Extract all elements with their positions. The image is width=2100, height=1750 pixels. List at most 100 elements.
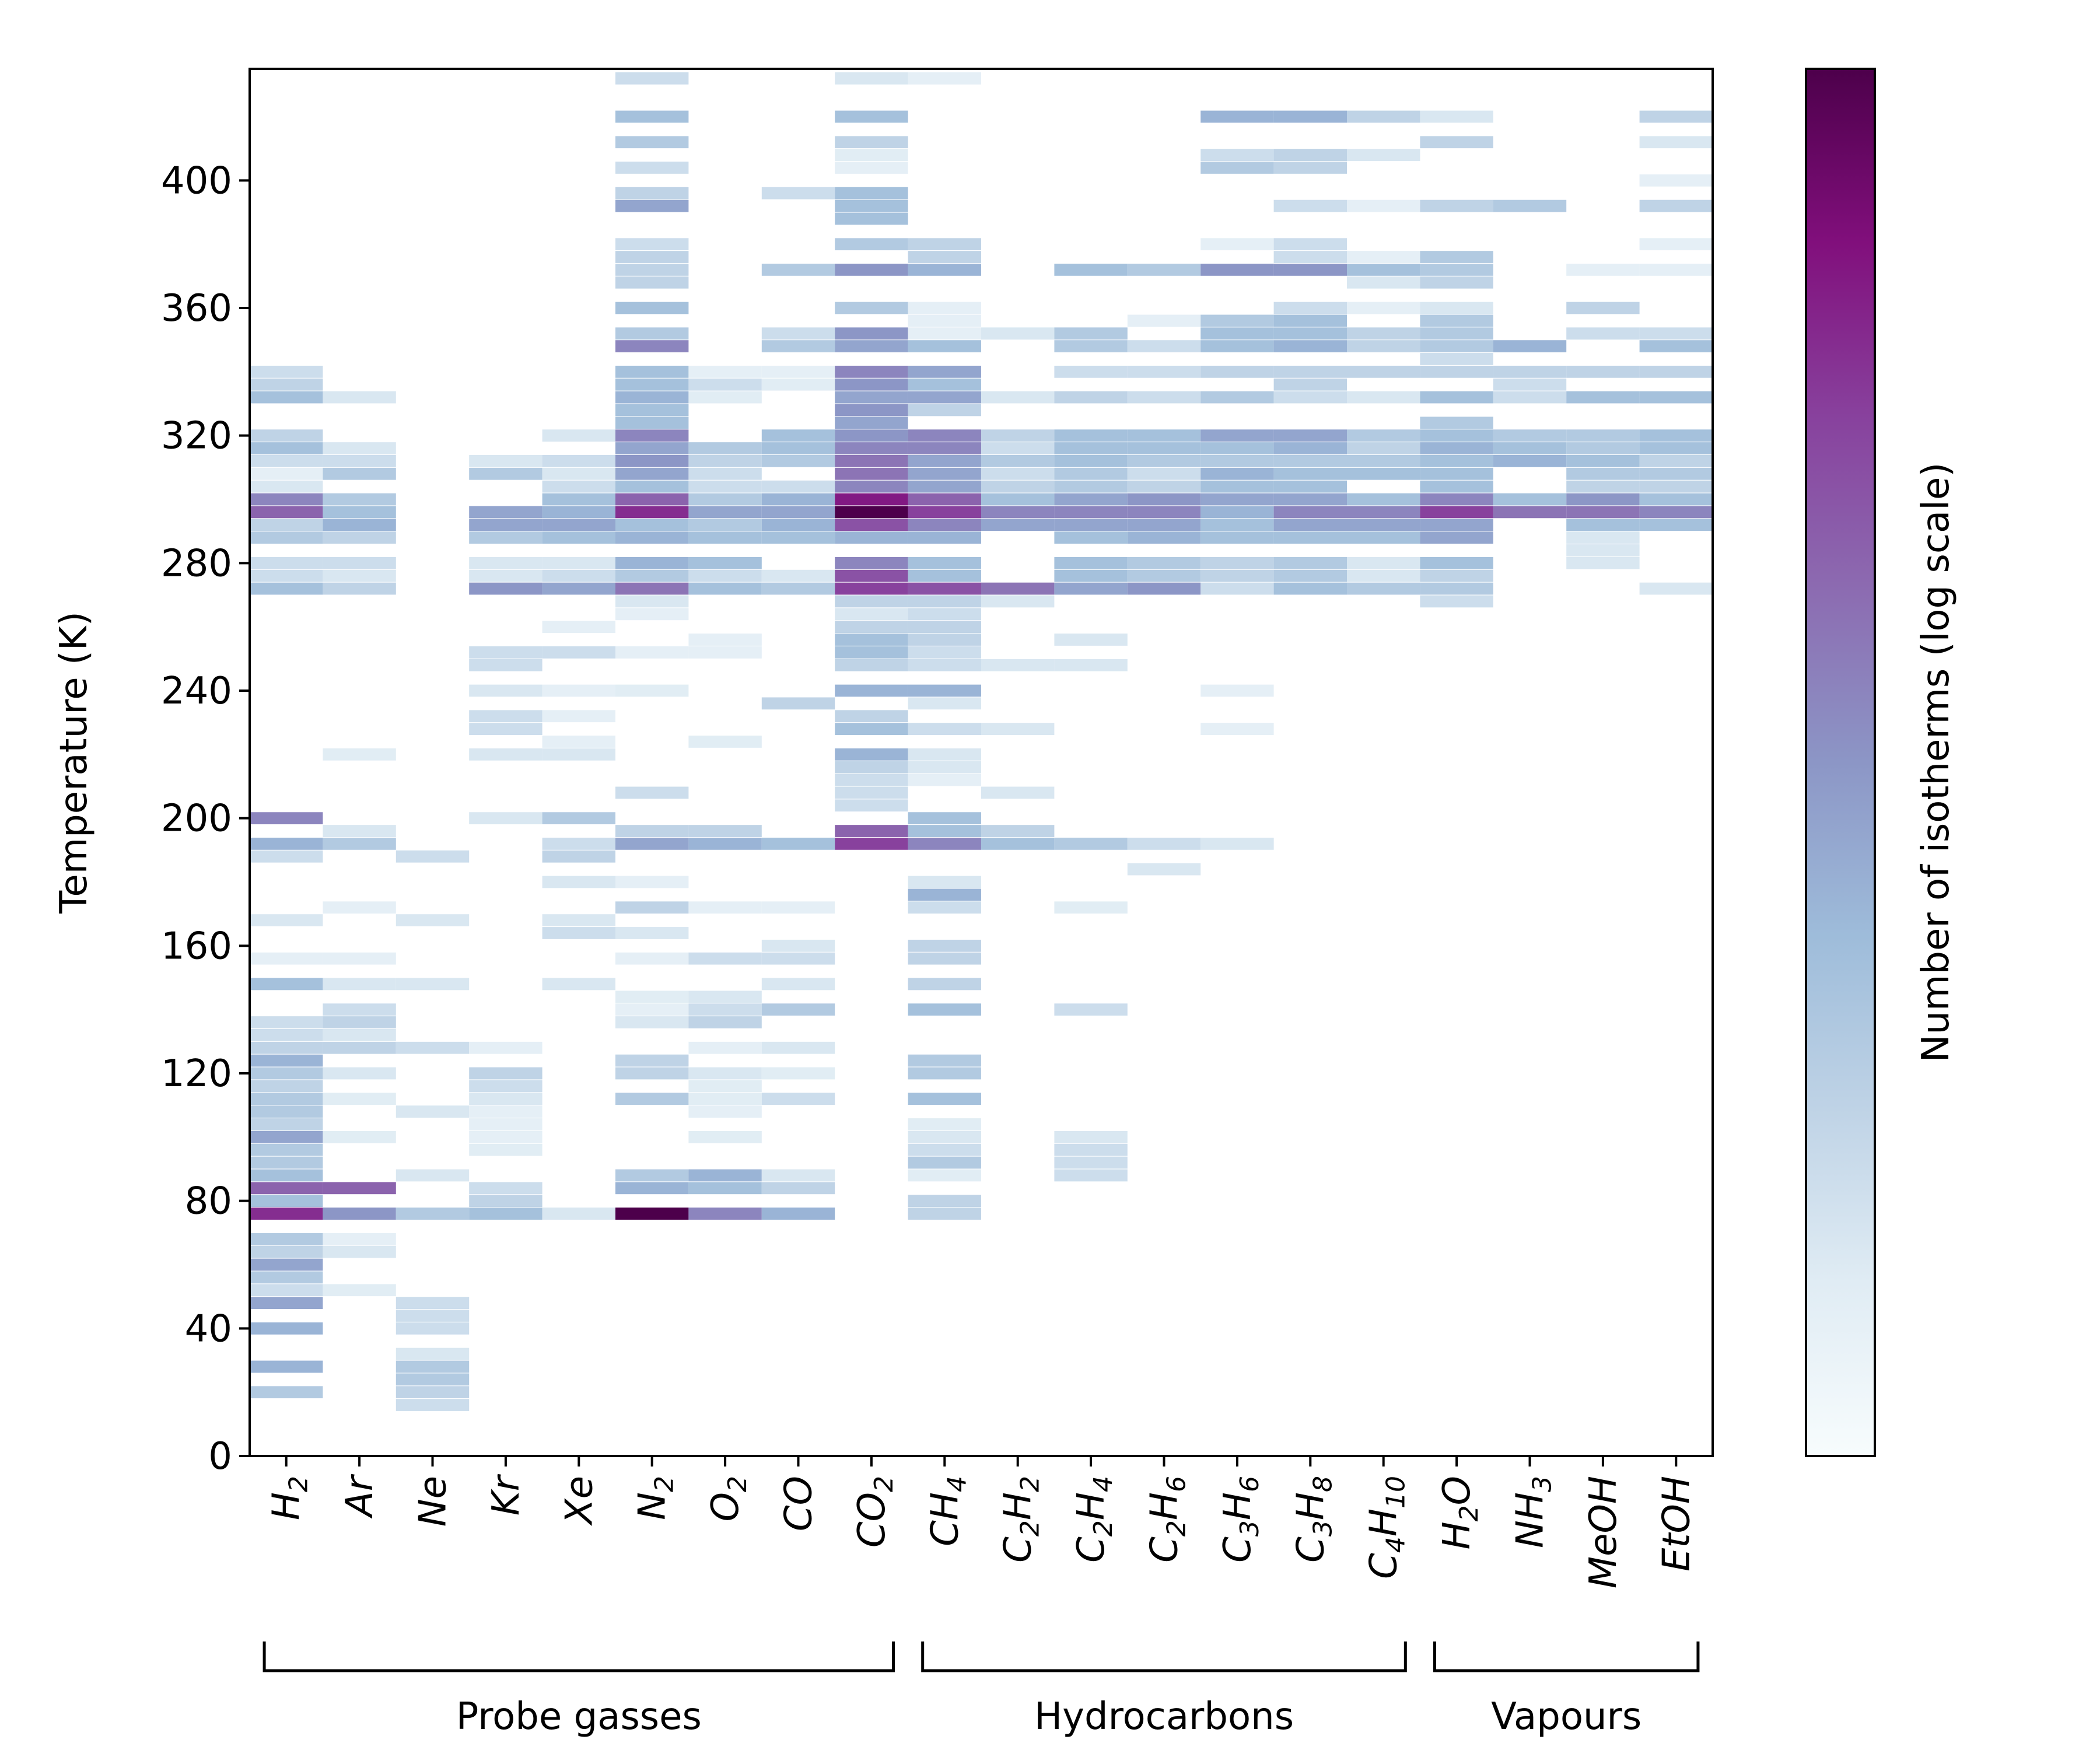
heatmap-cell — [396, 914, 470, 926]
heatmap-cell — [761, 838, 835, 850]
heatmap-cell — [688, 531, 762, 544]
heatmap-cell — [250, 1067, 323, 1080]
x-tick-label: H2 — [265, 1476, 314, 1520]
group-bracket — [1433, 1642, 1700, 1672]
heatmap-cell — [1273, 302, 1347, 314]
heatmap-cell — [323, 952, 396, 965]
heatmap-cell — [250, 1208, 323, 1220]
heatmap-cell — [1054, 1169, 1128, 1182]
heatmap-cell — [1347, 531, 1420, 544]
heatmap-cell — [1200, 264, 1274, 276]
heatmap-cell — [323, 582, 396, 595]
heatmap-cell — [469, 1080, 542, 1093]
y-tick-label: 360 — [161, 287, 232, 330]
heatmap-cell — [688, 493, 762, 506]
heatmap-cell — [835, 761, 908, 774]
heatmap-cell — [835, 531, 908, 544]
heatmap-cell — [835, 608, 908, 621]
heatmap-cell — [908, 378, 981, 391]
heatmap-cell — [835, 748, 908, 761]
heatmap-cell — [908, 748, 981, 761]
heatmap-cell — [542, 582, 615, 595]
heatmap-cell — [1347, 110, 1420, 123]
heatmap-cell — [908, 634, 981, 646]
heatmap-cell — [250, 1386, 323, 1399]
heatmap-cell — [835, 212, 908, 225]
heatmap-cell — [1639, 480, 1713, 493]
heatmap-cell — [908, 302, 981, 314]
heatmap-cell — [396, 1310, 470, 1322]
heatmap-cell — [250, 506, 323, 519]
heatmap-cell — [1347, 264, 1420, 276]
heatmap-cell — [1347, 391, 1420, 404]
heatmap-cell — [1420, 569, 1493, 582]
heatmap-cell — [908, 1143, 981, 1156]
heatmap-cell — [250, 1271, 323, 1284]
heatmap-cell — [761, 1067, 835, 1080]
heatmap-cell — [250, 952, 323, 965]
heatmap-cell — [835, 506, 908, 519]
heatmap-cell — [615, 1208, 689, 1220]
heatmap-cell — [688, 1208, 762, 1220]
heatmap-cell — [1200, 467, 1274, 480]
heatmap-cell — [615, 365, 689, 378]
heatmap-cell — [1200, 493, 1274, 506]
heatmap-cell — [908, 442, 981, 454]
heatmap-cell — [761, 340, 835, 352]
heatmap-cell — [1420, 302, 1493, 314]
heatmap-cell — [835, 162, 908, 174]
heatmap-cell — [396, 1348, 470, 1360]
heatmap-cell — [1127, 493, 1201, 506]
heatmap-cell — [1273, 455, 1347, 467]
heatmap-cell — [1493, 391, 1567, 404]
heatmap-cell — [250, 1195, 323, 1208]
heatmap-cell — [469, 467, 542, 480]
heatmap-cell — [469, 684, 542, 697]
heatmap-cell — [1639, 365, 1713, 378]
heatmap-cell — [469, 569, 542, 582]
heatmap-cell — [323, 838, 396, 850]
heatmap-cell — [1273, 467, 1347, 480]
heatmap-cell — [250, 365, 323, 378]
heatmap-cell — [250, 1258, 323, 1271]
heatmap-cell — [542, 850, 615, 863]
heatmap-cell — [981, 429, 1055, 442]
heatmap-cell — [1054, 1003, 1128, 1016]
heatmap-cell — [542, 493, 615, 506]
heatmap-cell — [761, 187, 835, 200]
heatmap-cell — [1493, 365, 1567, 378]
heatmap-cell — [1200, 162, 1274, 174]
heatmap-cell — [908, 621, 981, 634]
y-tick-label: 320 — [161, 415, 232, 458]
heatmap-cell — [1639, 391, 1713, 404]
heatmap-cell — [542, 710, 615, 723]
heatmap-cell — [469, 519, 542, 531]
heatmap-cell — [1127, 264, 1201, 276]
heatmap-cell — [761, 1169, 835, 1182]
heatmap-cell — [1127, 506, 1201, 519]
heatmap-cell — [1200, 110, 1274, 123]
y-tick-label: 160 — [161, 925, 232, 968]
heatmap-cell — [908, 1130, 981, 1143]
heatmap-cell — [542, 927, 615, 939]
heatmap-cell — [835, 480, 908, 493]
y-tick-label: 280 — [161, 542, 232, 585]
heatmap-cell — [981, 467, 1055, 480]
heatmap-cell — [1273, 480, 1347, 493]
heatmap-cell — [981, 519, 1055, 531]
heatmap-cell — [688, 825, 762, 837]
heatmap-cell — [1420, 480, 1493, 493]
heatmap-cell — [615, 378, 689, 391]
heatmap-cell — [1566, 302, 1640, 314]
heatmap-cell — [323, 1245, 396, 1258]
heatmap-cell — [615, 1067, 689, 1080]
heatmap-cell — [1347, 556, 1420, 569]
group-bracket — [921, 1642, 1407, 1672]
heatmap-cell — [469, 1182, 542, 1195]
heatmap-cell — [615, 531, 689, 544]
heatmap-cell — [542, 748, 615, 761]
heatmap-cell — [1566, 531, 1640, 544]
x-tick-label: CO2 — [850, 1476, 899, 1548]
y-tick-label: 40 — [185, 1307, 232, 1350]
heatmap-cell — [761, 582, 835, 595]
